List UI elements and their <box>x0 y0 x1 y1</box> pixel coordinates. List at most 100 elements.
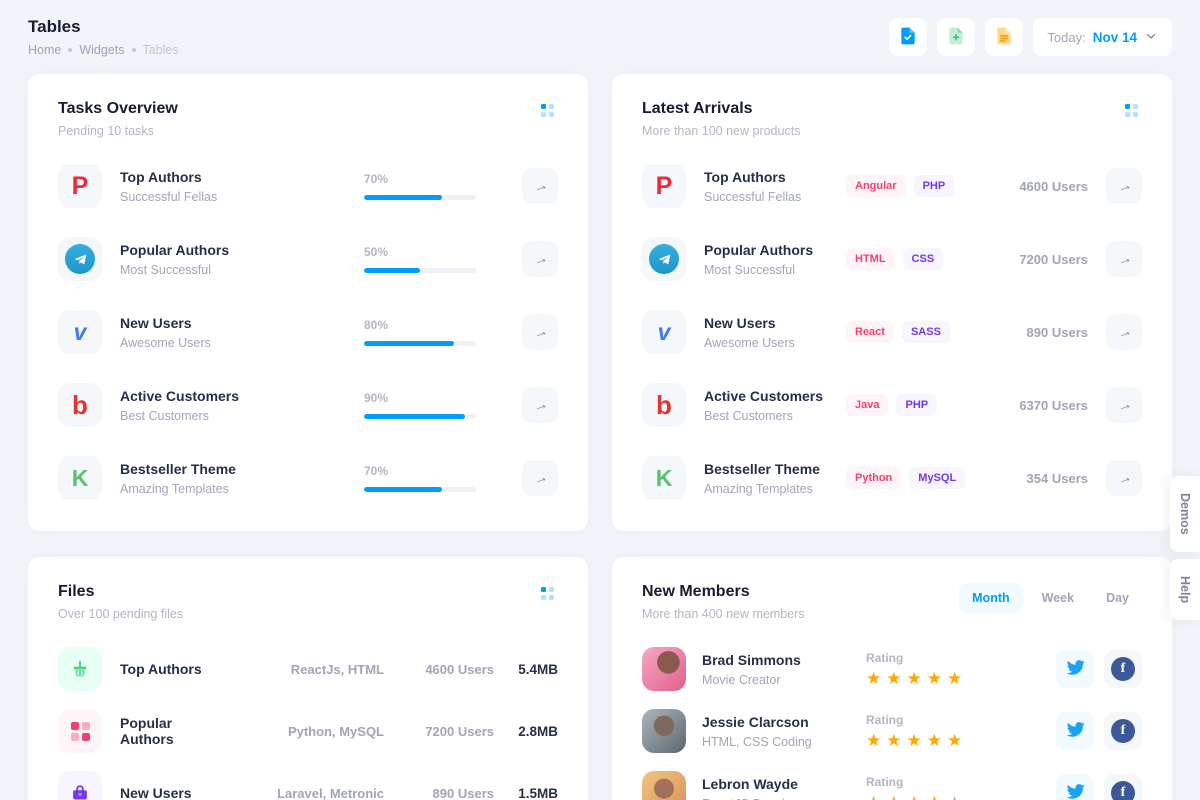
vimeo-icon: v <box>58 310 102 354</box>
star-filled-icons: ★★★★ <box>866 793 947 800</box>
card-menu-button[interactable] <box>1121 100 1142 121</box>
row-arrow-button[interactable]: → <box>522 460 558 496</box>
tab-week[interactable]: Week <box>1029 583 1087 613</box>
row-title[interactable]: Popular Authors <box>120 715 174 747</box>
files-card: Files Over 100 pending files Top Authors… <box>28 557 588 800</box>
rating-block: Rating ★★★★★ <box>866 775 1056 800</box>
twitter-button[interactable] <box>1056 774 1094 800</box>
beats-icon: b <box>58 383 102 427</box>
arrival-row: Popular Authors Most Successful HTML CSS 7… <box>642 237 1142 281</box>
row-arrow-button[interactable]: → <box>522 387 558 423</box>
row-title[interactable]: Bestseller Theme <box>704 460 820 477</box>
producthunt-icon: P <box>58 164 102 208</box>
card-title-block: Tasks Overview Pending 10 tasks <box>58 100 178 138</box>
facebook-button[interactable]: f <box>1104 712 1142 750</box>
file-lines-button[interactable] <box>985 18 1024 56</box>
breadcrumb-home[interactable]: Home <box>28 43 62 57</box>
row-title[interactable]: Bestseller Theme <box>120 460 236 477</box>
breadcrumb-separator <box>68 48 73 52</box>
twitter-icon <box>1066 782 1085 800</box>
task-row: v New Users Awesome Users 80% → <box>58 310 558 354</box>
facebook-button[interactable]: f <box>1104 650 1142 688</box>
row-title[interactable]: New Users <box>120 314 192 331</box>
social-buttons: f <box>1056 650 1142 688</box>
card-title: Tasks Overview <box>58 100 178 117</box>
facebook-button[interactable]: f <box>1104 774 1142 800</box>
row-title[interactable]: Active Customers <box>704 387 824 404</box>
row-title[interactable]: New Users <box>120 785 192 800</box>
member-row: Jessie Clarcson HTML, CSS Coding Rating ★… <box>642 709 1142 753</box>
row-arrow-button[interactable]: → <box>522 241 558 277</box>
period-tabs: Month Week Day <box>959 583 1142 613</box>
card-title-block: Files Over 100 pending files <box>58 583 183 621</box>
kickstarter-icon: K <box>642 456 686 500</box>
row-arrow-button[interactable]: → <box>1106 387 1142 423</box>
member-name[interactable]: Jessie Clarcson <box>702 713 809 730</box>
tech-list: ReactJs, HTML <box>290 661 384 677</box>
new-members-card: New Members More than 400 new members Mo… <box>612 557 1172 800</box>
file-check-button[interactable] <box>889 18 928 56</box>
row-subtitle: Most Successful <box>120 262 212 277</box>
twitter-icon <box>1066 720 1085 742</box>
card-menu-button[interactable] <box>537 100 558 121</box>
file-plus-button[interactable] <box>937 18 976 56</box>
card-title: Files <box>58 583 95 600</box>
row-arrow-button[interactable]: → <box>522 314 558 350</box>
row-title[interactable]: Top Authors <box>704 168 786 185</box>
tab-day[interactable]: Day <box>1093 583 1142 613</box>
basket-icon <box>58 647 102 691</box>
tech-list: Laravel, Metronic <box>277 785 384 800</box>
row-subtitle: Amazing Templates <box>704 481 813 496</box>
arrival-row: K Bestseller Theme Amazing Templates Pyth… <box>642 456 1142 500</box>
row-title[interactable]: Top Authors <box>120 661 202 677</box>
task-row: Popular Authors Most Successful 50% → <box>58 237 558 281</box>
card-subtitle: Over 100 pending files <box>58 607 184 621</box>
tech-badge: React <box>846 321 894 343</box>
row-arrow-button[interactable]: → <box>1106 168 1142 204</box>
member-name[interactable]: Lebron Wayde <box>702 775 798 792</box>
tech-badge: SASS <box>901 321 950 343</box>
file-plus-icon <box>946 26 966 49</box>
twitter-button[interactable] <box>1056 650 1094 688</box>
row-title[interactable]: Active Customers <box>120 387 240 404</box>
today-dropdown[interactable]: Today: Nov 14 <box>1033 18 1172 56</box>
tech-badge: PHP <box>896 394 938 416</box>
row-title[interactable]: Popular Authors <box>704 241 814 258</box>
vimeo-icon: v <box>642 310 686 354</box>
row-subtitle: Successful Fellas <box>120 189 218 204</box>
facebook-icon: f <box>1111 719 1135 743</box>
help-tab[interactable]: Help <box>1170 558 1200 620</box>
card-subtitle: More than 400 new members <box>642 607 805 621</box>
row-title[interactable]: Top Authors <box>120 168 202 185</box>
card-menu-button[interactable] <box>537 583 558 604</box>
arrow-right-icon: → <box>1114 467 1134 489</box>
star-filled-icons: ★★★★★ <box>866 669 968 688</box>
today-value: Nov 14 <box>1092 29 1137 45</box>
tech-badge: Python <box>846 467 902 489</box>
row-title[interactable]: New Users <box>704 314 776 331</box>
rating-stars[interactable]: ★★★★★ <box>866 794 1056 800</box>
rating-stars[interactable]: ★★★★★ <box>866 670 1056 687</box>
file-size: 2.8MB <box>518 723 558 739</box>
facebook-icon: f <box>1111 781 1135 800</box>
row-arrow-button[interactable]: → <box>522 168 558 204</box>
row-arrow-button[interactable]: → <box>1106 314 1142 350</box>
demos-tab[interactable]: Demos <box>1170 476 1200 552</box>
row-arrow-button[interactable]: → <box>1106 460 1142 496</box>
member-name[interactable]: Brad Simmons <box>702 651 801 668</box>
arrow-right-icon: → <box>530 248 550 270</box>
page-title: Tables <box>28 17 81 36</box>
breadcrumb-current: Tables <box>142 43 179 57</box>
tab-month[interactable]: Month <box>959 583 1023 613</box>
rating-label: Rating <box>866 775 904 789</box>
row-arrow-button[interactable]: → <box>1106 241 1142 277</box>
avatar <box>642 709 686 753</box>
arrow-right-icon: → <box>1114 248 1134 270</box>
row-title[interactable]: Popular Authors <box>120 241 230 258</box>
twitter-button[interactable] <box>1056 712 1094 750</box>
progress-label: 50% <box>364 245 389 259</box>
row-subtitle: Most Successful <box>704 262 796 277</box>
breadcrumb-widgets[interactable]: Widgets <box>79 43 125 57</box>
star-filled-icons: ★★★★★ <box>866 731 968 750</box>
rating-stars[interactable]: ★★★★★ <box>866 732 1056 749</box>
